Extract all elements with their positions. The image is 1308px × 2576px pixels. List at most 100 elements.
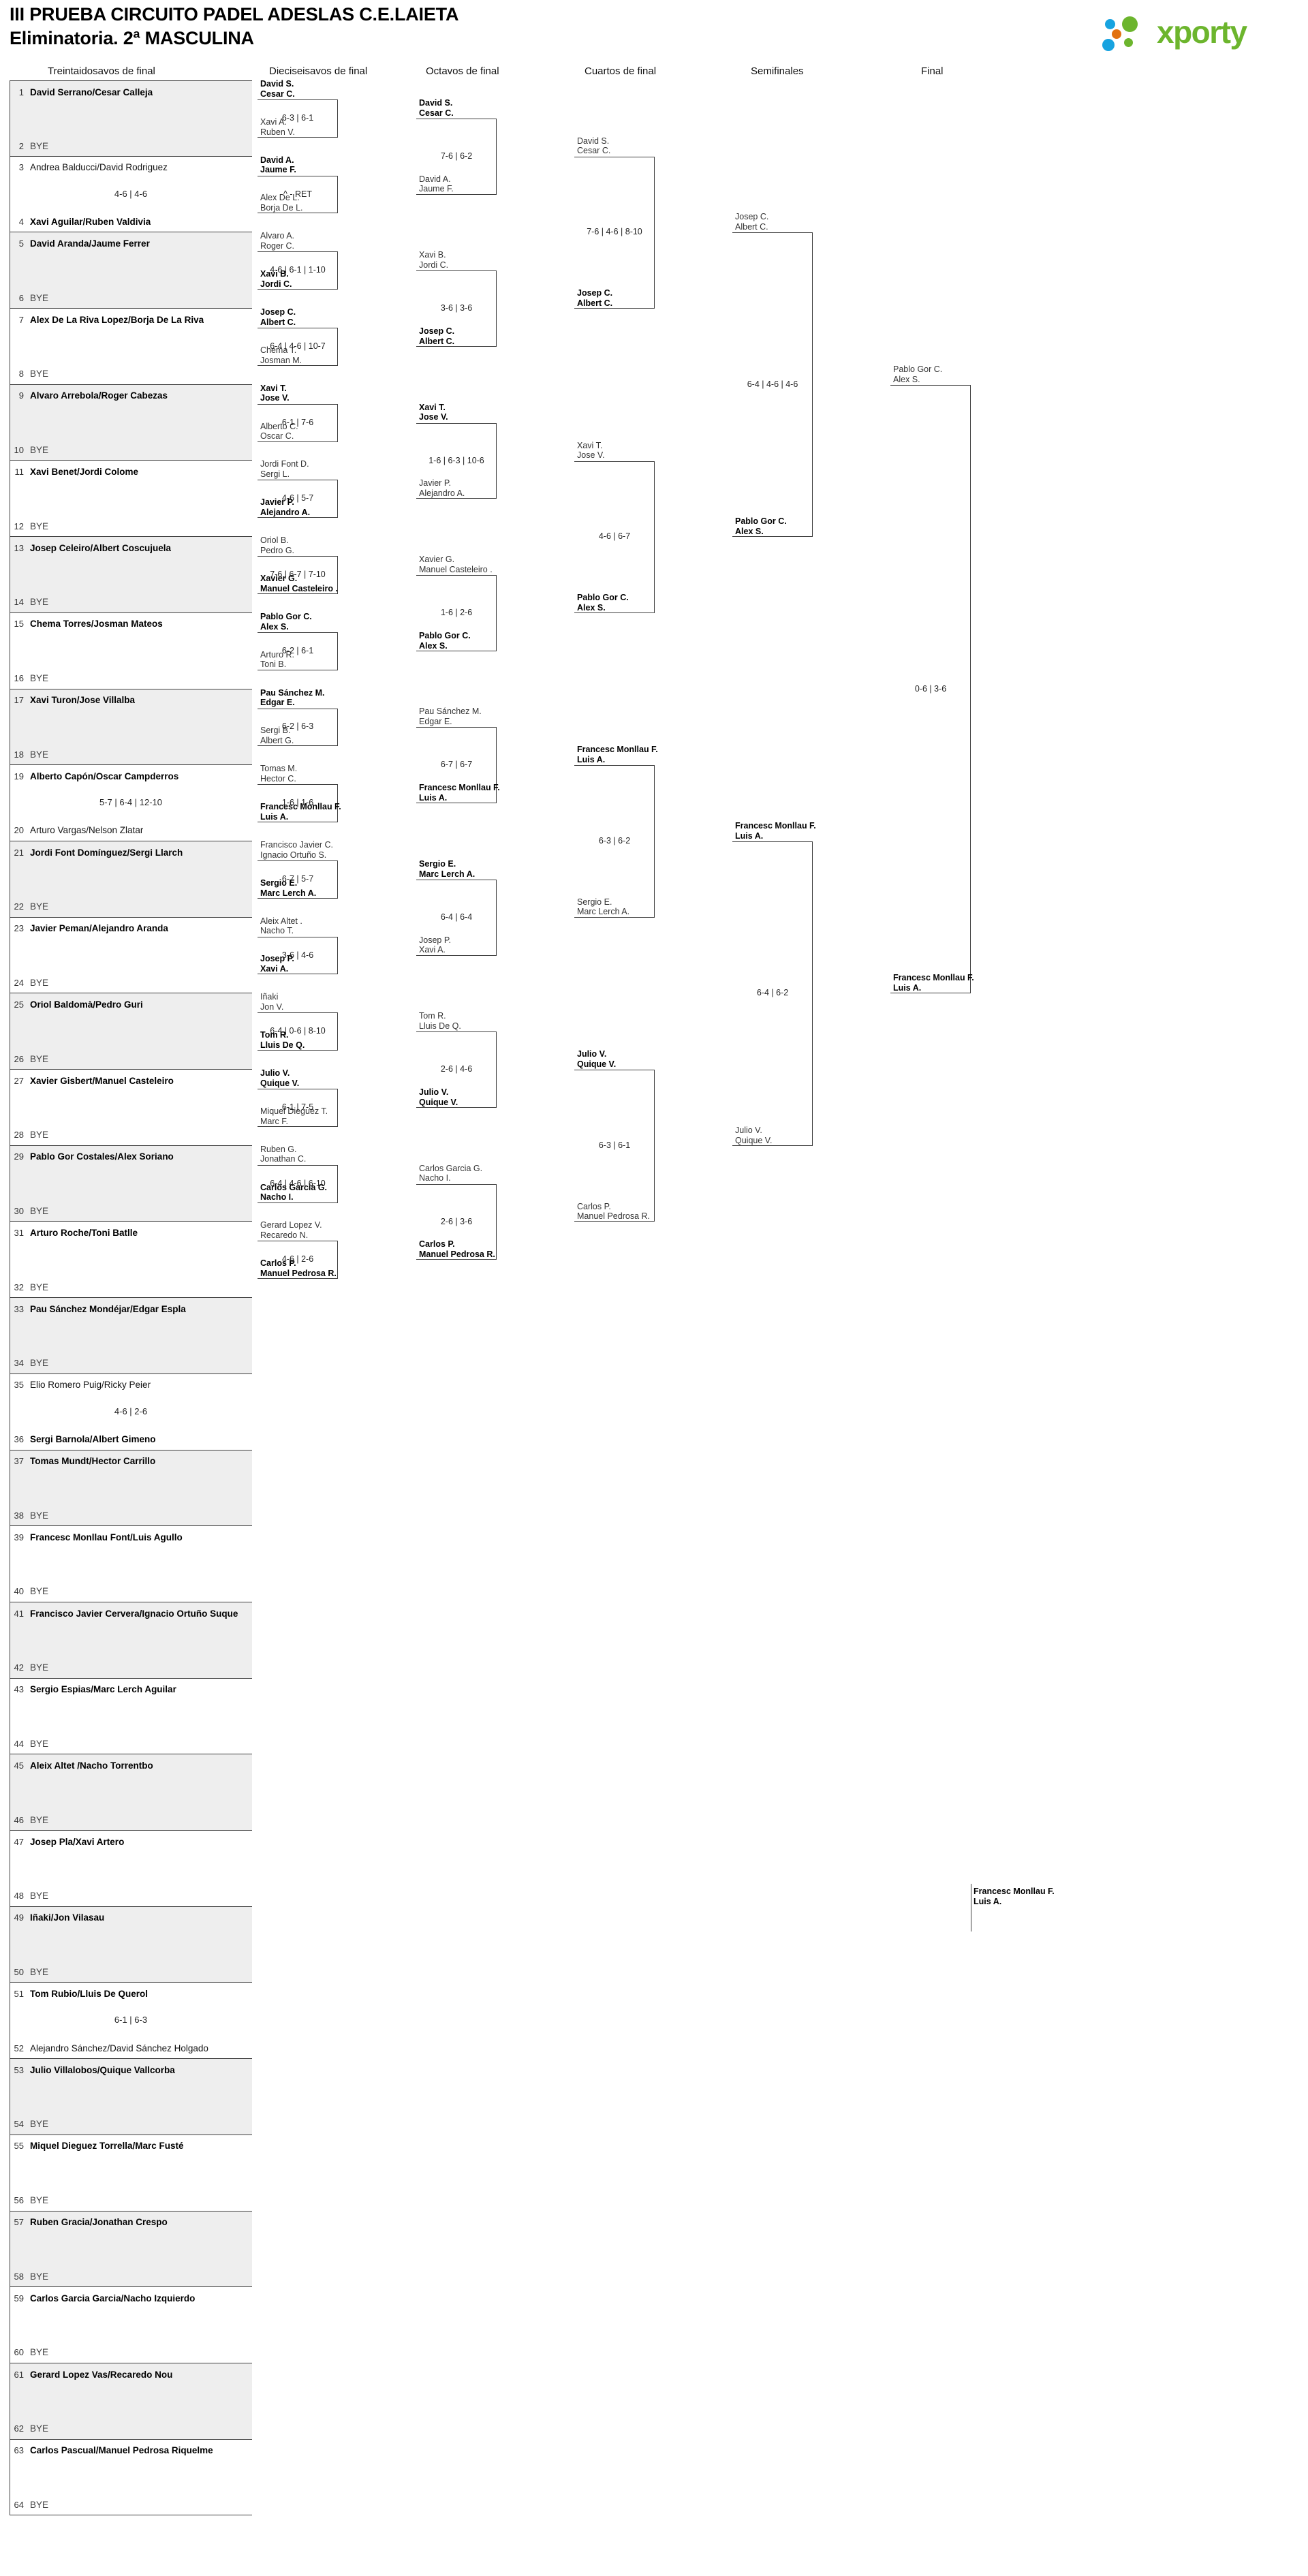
round1-player-row[interactable]: 36 Sergi Barnola/Albert Gimeno [10,1433,252,1446]
bracket-match[interactable]: Julio V. Quique V. Miquel Dieguez T. Marc F… [258,80,345,1127]
bracket-match[interactable]: Sergio E. Marc Lerch A. Josep P. Xavi A. 6-4… [416,80,503,956]
bracket-match[interactable]: Francisco Javier C. Ignacio Ortuño S. Serg… [258,80,345,899]
round1-player-row[interactable]: 44 BYE [10,1737,252,1750]
round1-match-block[interactable]: 19 Alberto Capón/Oscar Campderros 20 Arturo… [10,765,252,841]
round1-player-row[interactable]: 6 BYE [10,291,252,305]
round1-match-block[interactable]: 37 Tomas Mundt/Hector Carrillo 38 BYE [10,1450,252,1527]
round1-match-block[interactable]: 53 Julio Villalobos/Quique Vallcorba 54 BYE [10,2059,252,2135]
bracket-match[interactable]: Josep C. Albert C. Chema T. Josman M. 6-4 | … [258,80,345,366]
round1-match-block[interactable]: 27 Xavier Gisbert/Manuel Casteleiro 28 BYE [10,1070,252,1146]
bracket-match[interactable]: Tom R. Lluis De Q. Julio V. Quique V. 2-6 | … [416,80,503,1108]
round1-player-row[interactable]: 43 Sergio Espias/Marc Lerch Aguilar [10,1683,252,1696]
round1-match-block[interactable]: 41 Francisco Javier Cervera/Ignacio Ortuñ… [10,1602,252,1679]
round1-player-row[interactable]: 35 Elio Romero Puig/Ricky Peier [10,1378,252,1392]
round1-match-block[interactable]: 45 Aleix Altet /Nacho Torrentbo 46 BYE [10,1754,252,1831]
round1-match-block[interactable]: 3 Andrea Balducci/David Rodriguez 4 Xavi Ag… [10,156,252,233]
bracket-match[interactable]: Aleix Altet . Nacho T. Josep P. Xavi A. 3-6 … [258,80,345,975]
bracket-match[interactable]: Pablo Gor C. Alex S. Arturo R. Toni B. 6-2 |… [258,80,345,670]
bracket-match[interactable]: Josep C. Albert C. Pablo Gor C. Alex S. 6-4 … [732,80,820,538]
round1-player-row[interactable]: 24 BYE [10,976,252,989]
round1-player-row[interactable]: 1 David Serrano/Cesar Calleja [10,85,252,99]
round1-player-row[interactable]: 53 Julio Villalobos/Quique Vallcorba [10,2063,252,2077]
round1-player-row[interactable]: 16 BYE [10,672,252,685]
round1-player-row[interactable]: 21 Jordi Font Domínguez/Sergi Llarch [10,845,252,859]
round1-player-row[interactable]: 39 Francesc Monllau Font/Luis Agullo [10,1530,252,1544]
round1-player-row[interactable]: 4 Xavi Aguilar/Ruben Valdivia [10,215,252,228]
round1-player-row[interactable]: 9 Alvaro Arrebola/Roger Cabezas [10,389,252,403]
round1-player-row[interactable]: 61 Gerard Lopez Vas/Recaredo Nou [10,2368,252,2381]
round1-player-row[interactable]: 5 David Aranda/Jaume Ferrer [10,236,252,250]
round1-player-row[interactable]: 13 Josep Celeiro/Albert Coscujuela [10,541,252,555]
round1-match-block[interactable]: 51 Tom Rubio/Lluis De Querol 52 Alejandro S… [10,1983,252,2060]
round1-match-block[interactable]: 33 Pau Sánchez Mondéjar/Edgar Espla 34 BYE [10,1298,252,1374]
round1-player-row[interactable]: 41 Francisco Javier Cervera/Ignacio Ortuñ… [10,1607,252,1620]
round1-player-row[interactable]: 14 BYE [10,595,252,609]
round1-player-row[interactable]: 42 BYE [10,1661,252,1675]
round1-match-block[interactable]: 21 Jordi Font Domínguez/Sergi Llarch 22 BYE [10,841,252,918]
bracket-match[interactable]: Oriol B. Pedro G. Xavier G. Manuel Castelei… [258,80,345,594]
round1-player-row[interactable]: 3 Andrea Balducci/David Rodriguez [10,161,252,174]
round1-match-block[interactable]: 31 Arturo Roche/Toni Batlle 32 BYE [10,1222,252,1299]
round1-match-block[interactable]: 39 Francesc Monllau Font/Luis Agullo 40 BYE [10,1526,252,1602]
bracket-match[interactable]: Iñaki Jon V. Tom R. Lluis De Q. 6-4 | 0-6 | … [258,80,345,1051]
bracket-match[interactable]: Gerard Lopez V. Recaredo N. Carlos P. Manue… [258,80,345,1279]
round1-player-row[interactable]: 57 Ruben Gracia/Jonathan Crespo [10,2216,252,2229]
round1-player-row[interactable]: 54 BYE [10,2117,252,2131]
bracket-match[interactable]: Julio V. Quique V. Carlos P. Manuel Pedrosa… [574,80,661,1222]
round1-match-block[interactable]: 23 Javier Peman/Alejandro Aranda 24 BYE [10,917,252,994]
bracket-match[interactable]: Xavi T. Jose V. Alberto C. Oscar C. 6-1 | 7-… [258,80,345,442]
round1-player-row[interactable]: 28 BYE [10,1128,252,1142]
round1-player-row[interactable]: 11 Xavi Benet/Jordi Colome [10,465,252,479]
round1-match-block[interactable]: 49 Iñaki/Jon Vilasau 50 BYE [10,1906,252,1983]
round1-match-block[interactable]: 57 Ruben Gracia/Jonathan Crespo 58 BYE [10,2211,252,2288]
round1-player-row[interactable]: 40 BYE [10,1585,252,1598]
round1-match-block[interactable]: 1 David Serrano/Cesar Calleja 2 BYE [10,80,252,157]
round1-player-row[interactable]: 32 BYE [10,1280,252,1294]
round1-match-block[interactable]: 17 Xavi Turon/Jose Villalba 18 BYE [10,689,252,766]
round1-player-row[interactable]: 64 BYE [10,2498,252,2511]
round1-match-block[interactable]: 35 Elio Romero Puig/Ricky Peier 36 Sergi Ba… [10,1374,252,1450]
bracket-match[interactable]: Tomas M. Hector C. Francesc Monllau F. Luis… [258,80,345,823]
round1-match-block[interactable]: 13 Josep Celeiro/Albert Coscujuela 14 BYE [10,537,252,613]
bracket-match[interactable]: David S. Cesar C. Xavi A. Ruben V. 6-3 | 6-1 [258,79,345,138]
bracket-match[interactable]: Jordi Font D. Sergi L. Javier P. Alejandro … [258,80,345,518]
bracket-match[interactable]: Xavi T. Jose V. Javier P. Alejandro A. 1-6 |… [416,80,503,499]
round1-player-row[interactable]: 48 BYE [10,1889,252,1903]
round1-player-row[interactable]: 46 BYE [10,1813,252,1827]
round1-player-row[interactable]: 60 BYE [10,2346,252,2359]
bracket-match[interactable]: Xavier G. Manuel Casteleiro . Pablo Gor C.… [416,80,503,651]
round1-match-block[interactable]: 15 Chema Torres/Josman Mateos 16 BYE [10,612,252,689]
round1-player-row[interactable]: 29 Pablo Gor Costales/Alex Soriano [10,1150,252,1164]
round1-match-block[interactable]: 9 Alvaro Arrebola/Roger Cabezas 10 BYE [10,384,252,461]
round1-player-row[interactable]: 56 BYE [10,2194,252,2207]
round1-player-row[interactable]: 49 Iñaki/Jon Vilasau [10,1911,252,1925]
round1-player-row[interactable]: 58 BYE [10,2269,252,2283]
bracket-match[interactable]: Pablo Gor C. Alex S. Francesc Monllau F. Lu… [890,80,978,994]
round1-player-row[interactable]: 31 Arturo Roche/Toni Batlle [10,1226,252,1240]
bracket-match[interactable]: Xavi B. Jordi C. Josep C. Albert C. 3-6 | 3-… [416,80,503,347]
round1-player-row[interactable]: 33 Pau Sánchez Mondéjar/Edgar Espla [10,1302,252,1316]
round1-player-row[interactable]: 23 Javier Peman/Alejandro Aranda [10,922,252,935]
round1-player-row[interactable]: 52 Alejandro Sánchez/David Sánchez Holgad… [10,2041,252,2055]
round1-match-block[interactable]: 55 Miquel Dieguez Torrella/Marc Fusté 56 BY… [10,2135,252,2212]
round1-player-row[interactable]: 59 Carlos Garcia Garcia/Nacho Izquierdo [10,2291,252,2305]
round1-match-block[interactable]: 43 Sergio Espias/Marc Lerch Aguilar 44 BYE [10,1678,252,1755]
bracket-match[interactable]: David A. Jaume F. Alex De L. Borja De L. ^ -… [258,80,345,214]
bracket-match[interactable]: Francesc Monllau F. Luis A. Sergio E. Marc … [574,80,661,918]
round1-match-block[interactable]: 25 Oriol Baldomà/Pedro Guri 26 BYE [10,993,252,1070]
bracket-match[interactable]: Carlos Garcia G. Nacho I. Carlos P. Manuel … [416,80,503,1260]
round1-match-block[interactable]: 5 David Aranda/Jaume Ferrer 6 BYE [10,232,252,309]
round1-player-row[interactable]: 50 BYE [10,1965,252,1978]
round1-match-block[interactable]: 11 Xavi Benet/Jordi Colome 12 BYE [10,461,252,538]
bracket-match[interactable]: Pau Sánchez M. Edgar E. Sergi B. Albert G. 6… [258,80,345,747]
round1-player-row[interactable]: 15 Chema Torres/Josman Mateos [10,617,252,631]
round1-match-block[interactable]: 29 Pablo Gor Costales/Alex Soriano 30 BYE [10,1145,252,1222]
round1-player-row[interactable]: 37 Tomas Mundt/Hector Carrillo [10,1455,252,1468]
round1-player-row[interactable]: 17 Xavi Turon/Jose Villalba [10,694,252,707]
bracket-match[interactable]: Xavi T. Jose V. Pablo Gor C. Alex S. 4-6 | 6… [574,80,661,613]
round1-player-row[interactable]: 2 BYE [10,140,252,153]
bracket-match[interactable]: David S. Cesar C. David A. Jaume F. 7-6 | 6-… [416,80,503,195]
round1-player-row[interactable]: 45 Aleix Altet /Nacho Torrentbo [10,1758,252,1772]
round1-player-row[interactable]: 55 Miquel Dieguez Torrella/Marc Fusté [10,2139,252,2153]
round1-player-row[interactable]: 7 Alex De La Riva Lopez/Borja De La Riva [10,313,252,326]
